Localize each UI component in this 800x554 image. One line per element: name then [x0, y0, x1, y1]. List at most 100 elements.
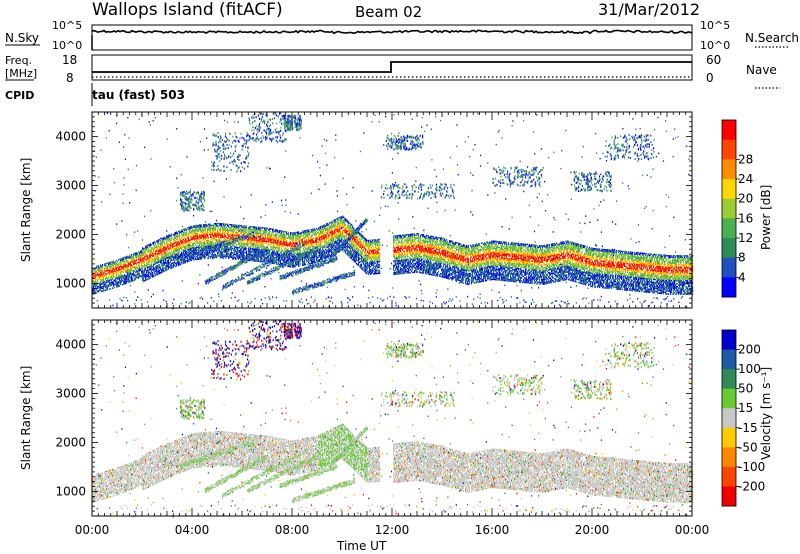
power-cell — [227, 246, 228, 247]
power-cell — [270, 244, 271, 245]
power-cell — [264, 242, 265, 243]
power-cell — [298, 231, 299, 232]
power-cell — [220, 227, 221, 228]
power-cell — [233, 258, 234, 259]
power-cell — [266, 232, 267, 233]
power-cell — [244, 244, 245, 245]
noise-left-tick-bottom: 10^0 — [52, 39, 82, 52]
power-cell — [269, 252, 270, 253]
power-cell — [173, 266, 174, 267]
power-cell — [363, 242, 364, 243]
power-cell — [201, 246, 202, 247]
power-cell — [207, 225, 208, 226]
power-cell — [286, 231, 287, 232]
power-cell — [238, 259, 239, 260]
power-cell — [234, 230, 235, 231]
power-cell — [201, 226, 202, 227]
power-cell — [208, 254, 209, 255]
power-cell — [308, 262, 309, 263]
power-cell — [308, 237, 309, 238]
power-cell — [139, 264, 140, 265]
power-cell — [217, 254, 218, 255]
power-cell — [233, 236, 234, 237]
power-cell — [195, 244, 196, 245]
power-cell — [234, 252, 235, 253]
power-cell — [250, 249, 251, 250]
power-cell — [316, 253, 317, 254]
power-cell — [232, 248, 233, 249]
power-cell — [110, 288, 111, 289]
power-cell — [289, 255, 290, 256]
power-cell — [286, 242, 287, 243]
power-cell — [302, 259, 303, 260]
date-title: 31/Mar/2012 — [598, 0, 700, 19]
power-cell — [114, 284, 115, 285]
power-cell — [225, 228, 226, 229]
power-cell — [217, 229, 218, 230]
power-cell — [185, 262, 186, 263]
power-cell — [219, 249, 220, 250]
power-cell — [103, 278, 104, 279]
nave-label: Nave — [746, 63, 777, 77]
power-cell — [158, 257, 159, 258]
power-cell — [303, 235, 304, 236]
power-cell — [218, 236, 219, 237]
power-cell — [345, 224, 346, 225]
power-cell — [246, 251, 247, 252]
power-cell — [201, 233, 202, 234]
power-cell — [194, 240, 195, 241]
power-cell — [149, 261, 150, 262]
power-cell — [274, 250, 275, 251]
mode-label: tau (fast) 503 — [92, 88, 185, 102]
power-cell — [258, 234, 259, 235]
power-cell — [201, 258, 202, 259]
power-cell — [203, 231, 204, 232]
power-cell — [180, 264, 181, 265]
power-cell — [225, 235, 226, 236]
power-cell — [186, 229, 187, 230]
power-cell — [250, 252, 251, 253]
power-cell — [236, 244, 237, 245]
power-cell — [228, 237, 229, 238]
power-cell — [259, 247, 260, 248]
power-cell — [285, 236, 286, 237]
power-cell — [188, 236, 189, 237]
power-cell — [160, 247, 161, 248]
power-cell — [262, 235, 263, 236]
power-cell — [212, 241, 213, 242]
power-cell — [179, 251, 180, 252]
power-cell — [246, 248, 247, 249]
power-cell — [300, 249, 301, 250]
power-cell — [263, 236, 264, 237]
power-cell — [261, 256, 262, 257]
power-cell — [214, 238, 215, 239]
power-cell — [313, 237, 314, 238]
power-cell — [353, 228, 354, 229]
power-cell — [228, 258, 229, 259]
power-cell — [221, 225, 222, 226]
power-cell — [346, 235, 347, 236]
power-cell — [277, 234, 278, 235]
power-cell — [286, 240, 287, 241]
power-cell — [304, 260, 305, 261]
power-cell — [139, 266, 140, 267]
power-cell — [358, 263, 359, 264]
power-cell — [288, 233, 289, 234]
power-cell — [361, 265, 362, 266]
power-cell — [132, 277, 133, 278]
power-cell — [335, 223, 336, 224]
power-cell — [250, 227, 251, 228]
power-cell — [329, 222, 330, 223]
power-cell — [188, 234, 189, 235]
power-cell — [281, 248, 282, 249]
power-cell — [222, 235, 223, 236]
power-cell — [155, 242, 156, 243]
power-cell — [293, 237, 294, 238]
power-cell — [210, 235, 211, 236]
power-cell — [246, 252, 247, 253]
power-cell — [200, 241, 201, 242]
power-cell — [290, 257, 291, 258]
power-cell — [266, 239, 267, 240]
power-cell — [108, 286, 109, 287]
power-cell — [266, 254, 267, 255]
